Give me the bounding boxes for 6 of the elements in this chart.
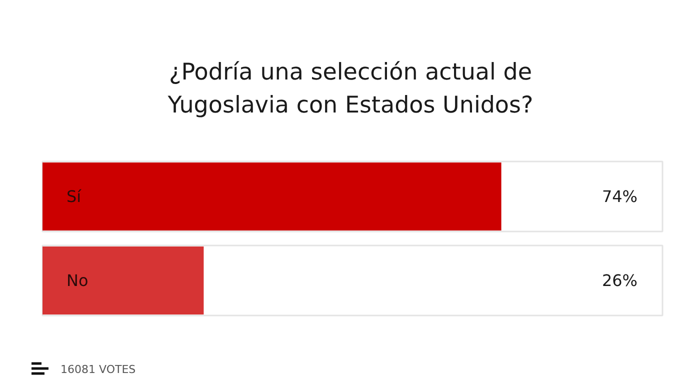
chart-title: ¿Podría una selección actual de Yugoslavia con Estados Unidos? [166, 60, 534, 118]
y-tick-label: No [66, 271, 88, 290]
data-label: 74% [602, 187, 638, 206]
y-tick-label: Sí [66, 187, 82, 206]
data-label: 26% [602, 271, 638, 290]
text: 16081 VOTES [60, 363, 136, 376]
